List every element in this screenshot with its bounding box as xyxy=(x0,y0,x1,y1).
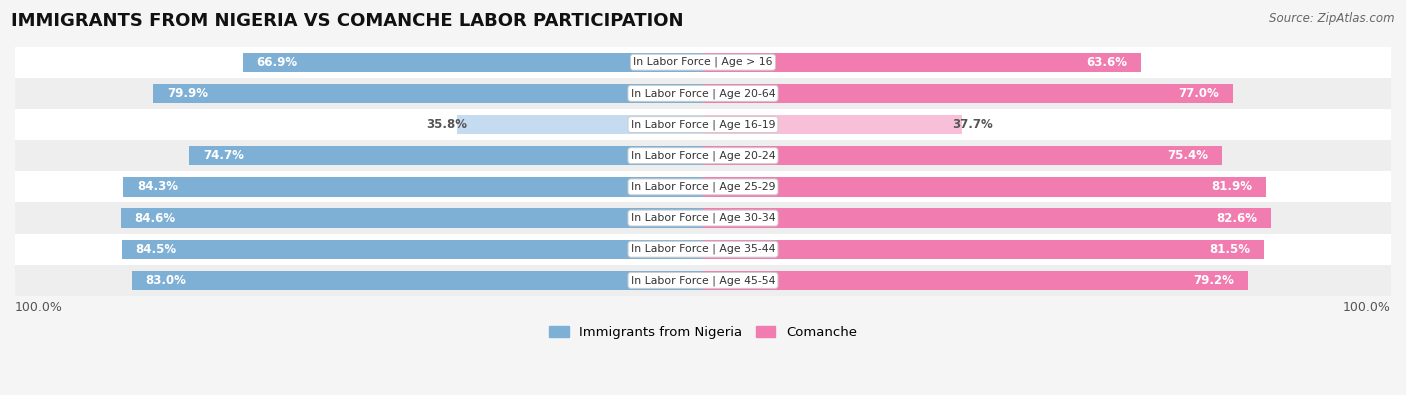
Text: 84.3%: 84.3% xyxy=(136,181,177,194)
Bar xyxy=(15,265,1391,296)
Text: In Labor Force | Age 16-19: In Labor Force | Age 16-19 xyxy=(631,119,775,130)
Text: In Labor Force | Age 45-54: In Labor Force | Age 45-54 xyxy=(631,275,775,286)
Bar xyxy=(15,203,1391,233)
Text: 35.8%: 35.8% xyxy=(426,118,467,131)
Bar xyxy=(703,271,1249,290)
Bar xyxy=(153,84,703,103)
Text: 100.0%: 100.0% xyxy=(1343,301,1391,314)
Bar xyxy=(703,239,1264,259)
Bar xyxy=(122,177,703,197)
Text: 79.9%: 79.9% xyxy=(167,87,208,100)
Text: In Labor Force | Age 25-29: In Labor Force | Age 25-29 xyxy=(631,182,775,192)
Bar xyxy=(121,209,703,228)
Text: 77.0%: 77.0% xyxy=(1178,87,1219,100)
Text: 100.0%: 100.0% xyxy=(15,301,63,314)
Text: 79.2%: 79.2% xyxy=(1194,274,1234,287)
Legend: Immigrants from Nigeria, Comanche: Immigrants from Nigeria, Comanche xyxy=(544,320,862,344)
Text: 81.5%: 81.5% xyxy=(1209,243,1250,256)
Text: 84.5%: 84.5% xyxy=(135,243,177,256)
Text: 84.6%: 84.6% xyxy=(135,212,176,224)
Bar xyxy=(703,209,1271,228)
Bar xyxy=(15,171,1391,203)
Text: In Labor Force | Age > 16: In Labor Force | Age > 16 xyxy=(633,57,773,68)
Text: 82.6%: 82.6% xyxy=(1216,212,1257,224)
Bar xyxy=(15,140,1391,171)
Bar xyxy=(15,78,1391,109)
Text: In Labor Force | Age 30-34: In Labor Force | Age 30-34 xyxy=(631,213,775,223)
Text: 75.4%: 75.4% xyxy=(1167,149,1208,162)
Bar xyxy=(188,146,703,166)
Text: 81.9%: 81.9% xyxy=(1212,181,1253,194)
Bar xyxy=(703,177,1267,197)
Text: 37.7%: 37.7% xyxy=(952,118,993,131)
Bar xyxy=(703,53,1140,72)
Text: IMMIGRANTS FROM NIGERIA VS COMANCHE LABOR PARTICIPATION: IMMIGRANTS FROM NIGERIA VS COMANCHE LABO… xyxy=(11,12,683,30)
Bar xyxy=(703,146,1222,166)
Bar xyxy=(15,47,1391,78)
Text: 63.6%: 63.6% xyxy=(1085,56,1126,69)
Bar xyxy=(243,53,703,72)
Text: 83.0%: 83.0% xyxy=(146,274,187,287)
Text: In Labor Force | Age 35-44: In Labor Force | Age 35-44 xyxy=(631,244,775,254)
Text: 74.7%: 74.7% xyxy=(202,149,243,162)
Bar xyxy=(457,115,703,134)
Text: 66.9%: 66.9% xyxy=(256,56,298,69)
Text: Source: ZipAtlas.com: Source: ZipAtlas.com xyxy=(1270,12,1395,25)
Bar xyxy=(15,233,1391,265)
Bar xyxy=(703,84,1233,103)
Text: In Labor Force | Age 20-64: In Labor Force | Age 20-64 xyxy=(631,88,775,99)
Bar xyxy=(132,271,703,290)
Bar xyxy=(703,115,962,134)
Text: In Labor Force | Age 20-24: In Labor Force | Age 20-24 xyxy=(631,150,775,161)
Bar xyxy=(15,109,1391,140)
Bar xyxy=(122,239,703,259)
